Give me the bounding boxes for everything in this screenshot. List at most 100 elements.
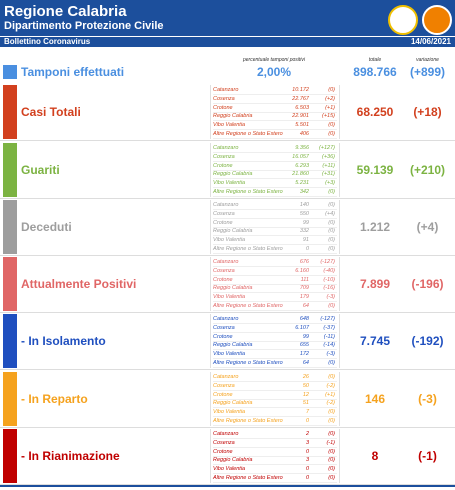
column-header: totale — [368, 57, 382, 63]
change: (-40) — [323, 267, 335, 274]
detail-row: Reggio Calabria 709 (-16) — [213, 284, 337, 294]
change: (0) — [328, 228, 335, 235]
value: 99 — [302, 333, 309, 340]
separator — [0, 198, 455, 199]
change: (+1) — [325, 391, 335, 398]
change: (0) — [328, 303, 335, 309]
color-stripe — [3, 143, 17, 197]
province: Reggio Calabria — [213, 171, 253, 178]
tamponi-row: Tamponi effettuati 2,00% 898.766 (+899) — [0, 63, 455, 81]
detail-row: Vibo Valentia 5.231 (+3) — [213, 179, 337, 189]
province: Crotone — [213, 391, 233, 398]
change: (-196) — [411, 277, 444, 291]
value: 10.172 — [292, 87, 309, 93]
province: Vibo Valentia — [213, 294, 246, 301]
value: 26 — [302, 374, 309, 380]
detail-row: Catanzaro 10.172 (0) — [213, 86, 337, 95]
section: Casi Totali Catanzaro 10.172 (0) Cosenza 22.7… — [0, 85, 455, 141]
province: Altre Regione o Stato Estero — [213, 131, 283, 137]
value: 22.767 — [292, 95, 309, 102]
value: 16.057 — [292, 153, 309, 160]
value: 648 — [299, 316, 309, 322]
detail-table: Catanzaro 140 (0) Cosenza 550 (+4) Crotone 99 (0… — [210, 200, 340, 254]
label: Deceduti — [21, 220, 72, 234]
color-stripe — [3, 429, 17, 483]
change: (-37) — [323, 324, 335, 331]
province: Cosenza — [213, 324, 235, 331]
province: Vibo Valentia — [213, 409, 246, 416]
footer-line — [0, 485, 455, 487]
province: Altre Regione o Stato Estero — [213, 246, 283, 252]
detail-row: Crotone 6.293 (+11) — [213, 162, 337, 171]
separator — [0, 312, 455, 313]
value: 655 — [299, 342, 309, 349]
value: 0 — [305, 475, 309, 481]
change: (-127) — [320, 259, 335, 265]
detail-row: Reggio Calabria 51 (-2) — [213, 399, 337, 409]
change: (+18) — [413, 105, 442, 119]
change: (+899) — [409, 65, 446, 79]
color-stripe — [3, 200, 17, 254]
section: Attualmente Positivi Catanzaro 676 (-127) Co… — [0, 257, 455, 313]
logo — [388, 5, 418, 35]
detail-row: Catanzaro 26 (0) — [213, 373, 337, 382]
detail-table: Catanzaro 648 (-127) Cosenza 6.107 (-37) Croto… — [210, 314, 340, 368]
color-stripe — [3, 85, 17, 139]
value: 550 — [299, 210, 309, 217]
value: 5.231 — [295, 180, 309, 187]
total: 7.745 — [359, 334, 391, 348]
change: (0) — [328, 246, 335, 252]
detail-table: Catanzaro 9.356 (+127) Cosenza 16.057 (+36) Cr… — [210, 143, 340, 197]
value: 709 — [299, 285, 309, 292]
detail-row: Crotone 12 (+1) — [213, 391, 337, 400]
province: Reggio Calabria — [213, 400, 253, 407]
change: (+36) — [322, 153, 335, 160]
value: 99 — [302, 219, 309, 226]
value: 0 — [305, 466, 309, 473]
detail-row: Crotone 0 (0) — [213, 448, 337, 457]
value: 140 — [299, 202, 309, 208]
change: (-1) — [418, 449, 437, 463]
change: (0) — [328, 87, 335, 93]
detail-row: Catanzaro 140 (0) — [213, 201, 337, 210]
change: (+210) — [409, 163, 446, 177]
column-header: percentuale tamponi positivi — [243, 57, 305, 63]
province: Altre Regione o Stato Estero — [213, 189, 283, 195]
detail-row: Cosenza 6.160 (-40) — [213, 267, 337, 276]
change: (-3) — [418, 392, 437, 406]
detail-row: Cosenza 550 (+4) — [213, 210, 337, 219]
detail-row: Catanzaro 2 (0) — [213, 430, 337, 439]
change: (-16) — [323, 285, 335, 292]
color-stripe — [3, 257, 17, 311]
detail-row: Vibo Valentia 172 (-3) — [213, 350, 337, 360]
change: (0) — [328, 431, 335, 437]
detail-row: Catanzaro 676 (-127) — [213, 258, 337, 267]
change: (0) — [328, 448, 335, 455]
detail-row: Reggio Calabria 332 (0) — [213, 227, 337, 237]
detail-row: Reggio Calabria 22.901 (+15) — [213, 112, 337, 122]
detail-row: Altre Regione o Stato Estero 0 (0) — [213, 474, 337, 483]
logo — [422, 5, 452, 35]
total: 7.899 — [359, 277, 391, 291]
value: 7 — [305, 409, 309, 416]
separator — [0, 427, 455, 428]
value: 2 — [305, 431, 309, 437]
province: Reggio Calabria — [213, 342, 253, 349]
change: (+2) — [325, 95, 335, 102]
value: 179 — [299, 294, 309, 301]
province: Reggio Calabria — [213, 228, 253, 235]
change: (0) — [328, 189, 335, 195]
province: Vibo Valentia — [213, 122, 246, 129]
value: 0 — [305, 448, 309, 455]
detail-table: Catanzaro 26 (0) Cosenza 50 (-2) Crotone 12 (+1)… — [210, 372, 340, 426]
value: 0 — [305, 418, 309, 424]
separator — [0, 140, 455, 141]
date: 14/06/2021 — [410, 37, 451, 46]
value: 50 — [302, 382, 309, 389]
province: Vibo Valentia — [213, 237, 246, 244]
total: 146 — [364, 392, 386, 406]
section: - In Isolamento Catanzaro 648 (-127) Cosenza… — [0, 314, 455, 370]
header — [0, 0, 455, 36]
detail-row: Catanzaro 648 (-127) — [213, 315, 337, 324]
